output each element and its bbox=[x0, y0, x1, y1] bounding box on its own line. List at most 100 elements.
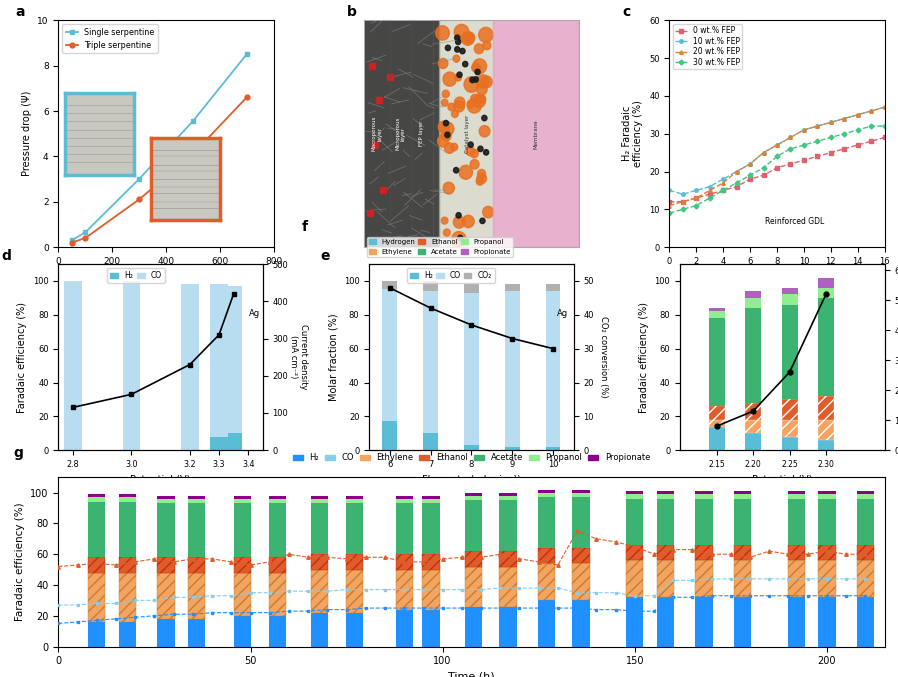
Single serpentine bbox=[134, 175, 145, 183]
Circle shape bbox=[438, 121, 449, 133]
Bar bbox=[346, 613, 363, 647]
30 wt.% FEP bbox=[704, 194, 715, 202]
30 wt.% FEP bbox=[677, 205, 688, 213]
Bar bbox=[734, 494, 751, 499]
Circle shape bbox=[441, 122, 453, 136]
20 wt.% FEP bbox=[866, 107, 876, 115]
Circle shape bbox=[471, 94, 480, 104]
10 wt.% FEP bbox=[879, 103, 890, 111]
Text: Membrane: Membrane bbox=[533, 119, 539, 148]
Bar bbox=[499, 607, 516, 647]
Bar bbox=[538, 563, 555, 600]
0 wt.% FEP bbox=[731, 183, 742, 191]
Legend: H₂, CO: H₂, CO bbox=[108, 268, 165, 283]
30 wt.% FEP bbox=[839, 129, 850, 137]
Text: f: f bbox=[302, 219, 308, 234]
Bar bbox=[157, 504, 174, 557]
Bar bbox=[818, 396, 834, 420]
Circle shape bbox=[477, 74, 489, 88]
Bar bbox=[709, 318, 725, 406]
0 wt.% FEP bbox=[664, 198, 674, 206]
Bar bbox=[157, 557, 174, 573]
Bar bbox=[626, 545, 643, 561]
Bar bbox=[506, 291, 520, 447]
Bar bbox=[269, 496, 286, 499]
Circle shape bbox=[479, 27, 493, 43]
Circle shape bbox=[448, 103, 455, 111]
Bar bbox=[88, 622, 105, 647]
Bar bbox=[119, 557, 136, 573]
20 wt.% FEP bbox=[677, 198, 688, 206]
Bar bbox=[818, 440, 834, 450]
Bar bbox=[119, 502, 136, 557]
10 wt.% FEP bbox=[718, 175, 728, 183]
Bar bbox=[788, 561, 805, 597]
Bar bbox=[395, 569, 413, 609]
10 wt.% FEP bbox=[731, 167, 742, 175]
Circle shape bbox=[468, 142, 473, 148]
Bar bbox=[745, 298, 762, 308]
Y-axis label: Molar fraction (%): Molar fraction (%) bbox=[328, 313, 339, 401]
Bar bbox=[695, 597, 713, 647]
Bar bbox=[395, 499, 413, 504]
Line: 20 wt.% FEP: 20 wt.% FEP bbox=[667, 106, 886, 207]
X-axis label: Flow rate (ml min⁻¹): Flow rate (ml min⁻¹) bbox=[422, 475, 521, 485]
Circle shape bbox=[478, 95, 486, 104]
Bar bbox=[788, 499, 805, 545]
Circle shape bbox=[438, 58, 448, 68]
Triple serpentine bbox=[66, 238, 77, 246]
Circle shape bbox=[454, 35, 460, 41]
20 wt.% FEP bbox=[664, 202, 674, 210]
Circle shape bbox=[454, 97, 465, 108]
Bar bbox=[695, 499, 713, 545]
X-axis label: Time (h): Time (h) bbox=[448, 672, 495, 677]
Bar bbox=[499, 500, 516, 551]
Bar bbox=[119, 498, 136, 502]
Bar bbox=[383, 281, 397, 290]
Circle shape bbox=[453, 167, 459, 173]
Bar bbox=[346, 569, 363, 613]
Text: FEP layer: FEP layer bbox=[419, 121, 425, 146]
Circle shape bbox=[471, 63, 480, 72]
10 wt.% FEP bbox=[798, 126, 809, 134]
0 wt.% FEP bbox=[771, 164, 782, 172]
Y-axis label: Faradaic efficiency (%): Faradaic efficiency (%) bbox=[639, 302, 649, 412]
Circle shape bbox=[463, 32, 475, 44]
Bar bbox=[181, 284, 198, 450]
Line: 30 wt.% FEP: 30 wt.% FEP bbox=[667, 125, 886, 215]
Bar bbox=[781, 420, 797, 437]
Bar bbox=[626, 499, 643, 545]
0 wt.% FEP bbox=[744, 175, 755, 183]
Bar bbox=[818, 491, 835, 494]
20 wt.% FEP bbox=[691, 194, 701, 202]
Bar bbox=[269, 504, 286, 557]
20 wt.% FEP bbox=[825, 118, 836, 127]
Circle shape bbox=[444, 121, 448, 126]
30 wt.% FEP bbox=[718, 186, 728, 194]
Bar bbox=[788, 494, 805, 499]
Circle shape bbox=[443, 72, 456, 86]
30 wt.% FEP bbox=[798, 141, 809, 149]
Circle shape bbox=[483, 41, 491, 49]
Bar bbox=[499, 493, 516, 496]
30 wt.% FEP bbox=[866, 122, 876, 130]
Bar bbox=[269, 499, 286, 504]
Circle shape bbox=[481, 76, 492, 88]
30 wt.% FEP bbox=[771, 152, 782, 160]
Bar bbox=[857, 491, 874, 494]
Bar bbox=[464, 284, 479, 292]
20 wt.% FEP bbox=[731, 167, 742, 175]
Circle shape bbox=[462, 62, 468, 67]
Bar bbox=[857, 561, 874, 597]
Bar bbox=[234, 496, 251, 499]
0 wt.% FEP bbox=[852, 141, 863, 149]
Bar bbox=[269, 616, 286, 647]
Y-axis label: H₂ Faradaic
efficiency (%): H₂ Faradaic efficiency (%) bbox=[622, 100, 644, 167]
Bar bbox=[734, 561, 751, 597]
Bar bbox=[572, 600, 590, 647]
Bar bbox=[818, 545, 835, 561]
Bar bbox=[781, 288, 797, 294]
Bar bbox=[857, 494, 874, 499]
Bar bbox=[818, 420, 834, 440]
Bar bbox=[695, 561, 713, 597]
